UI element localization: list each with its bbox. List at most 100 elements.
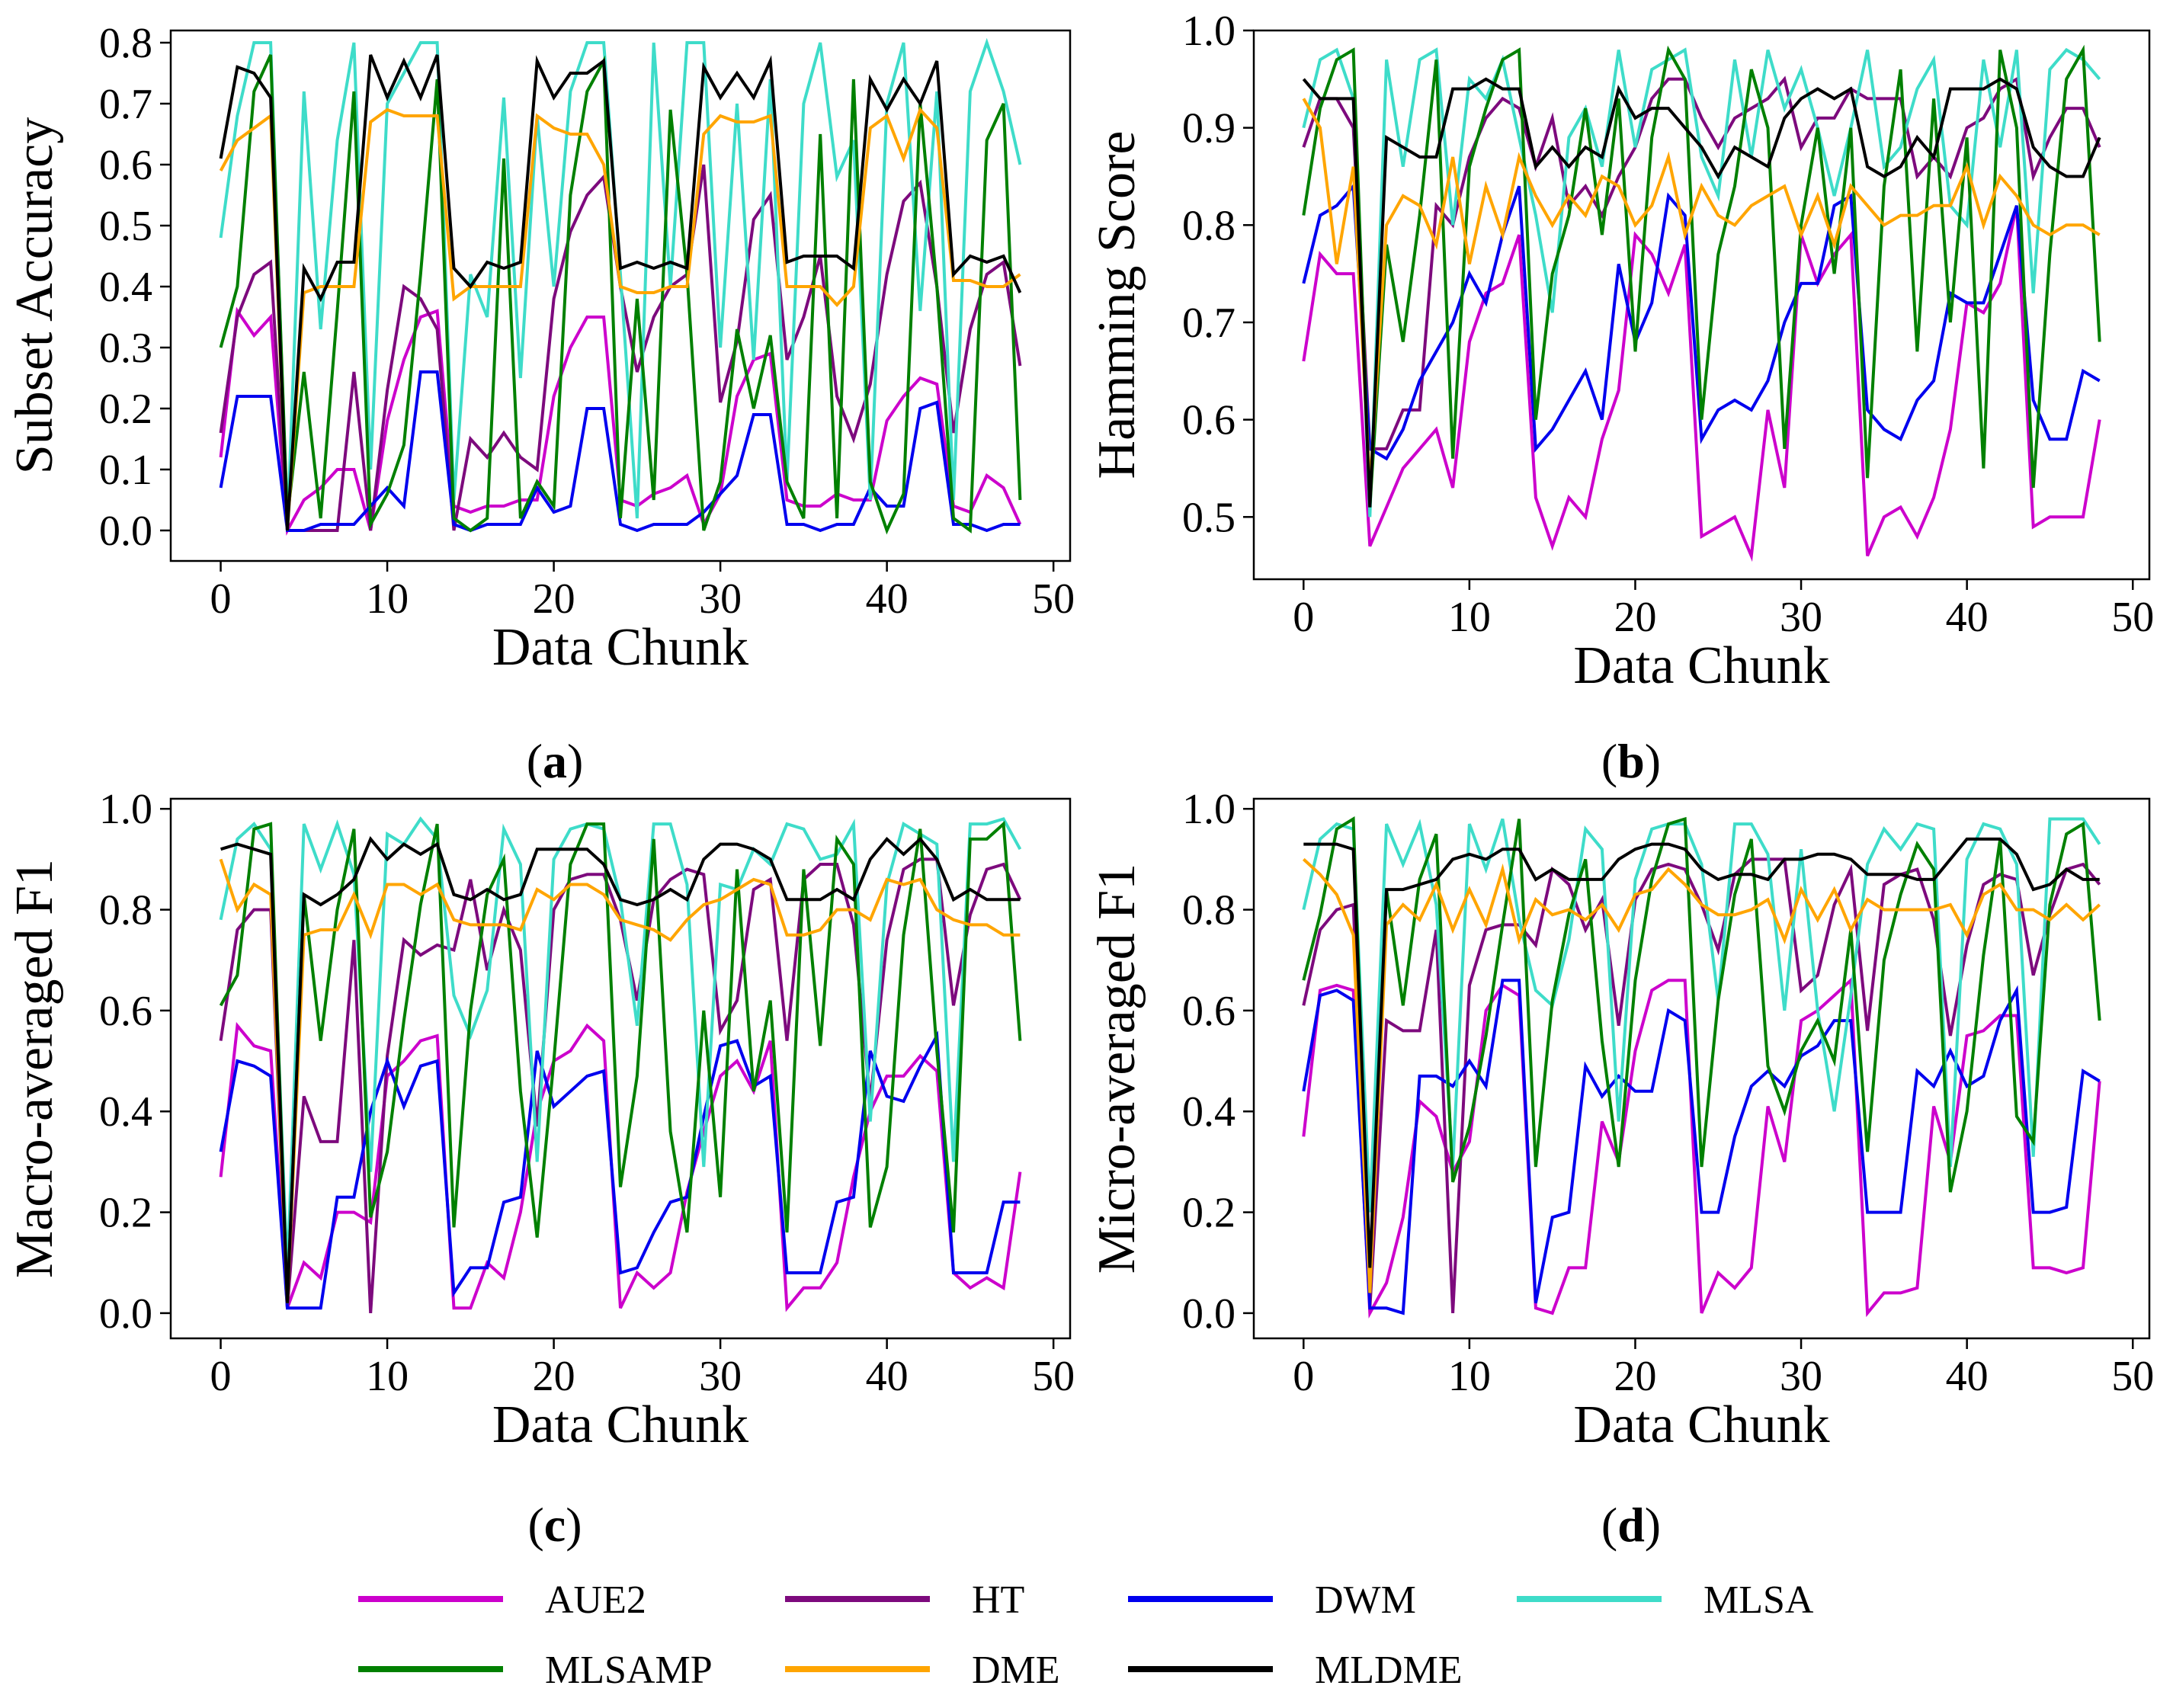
y-tick-label: 0.6	[99, 142, 152, 189]
legend-item-dwm: DWM	[1128, 1578, 1416, 1622]
x-tick-label: 50	[1032, 575, 1075, 623]
x-axis-label: Data Chunk	[1573, 1396, 1829, 1454]
series-line-mlsamp	[219, 54, 1022, 535]
series-group	[1302, 44, 2101, 562]
panel-d-micro-f1: 0 10 20 30 40 50 0.0 0.2 0.4 0.6 0.8 1.0 Data Chunk M…	[1088, 786, 2154, 1454]
y-tick-label: 0.1	[99, 447, 152, 494]
series-line-mldme	[1302, 77, 2101, 508]
series-group	[1302, 816, 2101, 1319]
y-tick-label: 0.8	[99, 20, 152, 67]
series-line-ht	[1302, 75, 2101, 450]
panel-b-hamming-score: 0 10 20 30 40 50 0.5 0.6 0.7 0.8 0.9 1.0 Data Chunk H…	[1088, 8, 2154, 695]
x-tick-label: 30	[1780, 594, 1822, 641]
plot-frame	[1252, 29, 2151, 581]
x-tick-label: 40	[866, 575, 909, 623]
x-tick-label: 0	[210, 1353, 232, 1400]
legend-label: AUE2	[545, 1578, 646, 1622]
y-tick-label: 0.8	[1182, 202, 1236, 249]
y-tick-label: 0.6	[1182, 988, 1236, 1035]
x-tick-label: 0	[1293, 1353, 1314, 1400]
series-line-mlsa	[1302, 817, 2101, 1213]
x-tick-label: 20	[533, 575, 575, 623]
series-line-aue2	[219, 1021, 1022, 1312]
panel-a-subset-accuracy: 0 10 20 30 40 50 0.0 0.1 0.2 0.3 0.4 0.5 0.6 0.7 0.8 Da…	[5, 20, 1075, 677]
series-line-dme	[1302, 98, 2101, 489]
legend-item-mldme: MLDME	[1128, 1649, 1463, 1692]
series-line-mldme	[220, 836, 1021, 1303]
x-tick-label: 50	[2111, 1353, 2154, 1400]
legend-item-aue2: AUE2	[358, 1578, 646, 1622]
x-tick-label: 30	[699, 1353, 742, 1400]
series-line-dwm	[219, 370, 1021, 533]
x-tick-label: 10	[1448, 1353, 1491, 1400]
y-tick-label: 1.0	[99, 786, 152, 833]
caption-b: (b)	[1601, 734, 1661, 788]
x-tick-label: 40	[1946, 1353, 1989, 1400]
series-line-mldme	[219, 54, 1022, 531]
caption-c: (c)	[527, 1498, 582, 1552]
x-tick-label: 50	[1032, 1353, 1075, 1400]
x-tick-label: 20	[1614, 1353, 1656, 1400]
y-tick-label: 0.3	[99, 325, 152, 372]
y-tick-label: 0.7	[99, 81, 152, 128]
x-axis-label: Data Chunk	[492, 1396, 748, 1454]
series-line-mlsamp	[1302, 44, 2101, 508]
series-group	[219, 816, 1022, 1314]
legend-label: DME	[972, 1649, 1060, 1692]
series-line-dme	[219, 858, 1021, 1303]
caption-d: (d)	[1601, 1498, 1661, 1552]
y-tick-label: 0.6	[1182, 397, 1236, 444]
legend-item-ht: HT	[785, 1578, 1024, 1622]
x-tick-label: 0	[210, 575, 232, 623]
x-tick-label: 40	[1946, 594, 1989, 641]
legend-item-mlsa: MLSA	[1517, 1578, 1814, 1622]
x-axis-label: Data Chunk	[492, 618, 748, 677]
y-axis-label: Micro-averaged F1	[1088, 864, 1146, 1274]
legend-label: HT	[972, 1578, 1024, 1622]
plot-frame	[169, 29, 1072, 562]
x-tick-label: 30	[1780, 1353, 1822, 1400]
legend-label: DWM	[1315, 1578, 1416, 1622]
panel-c-macro-f1: 0 10 20 30 40 50 0.0 0.2 0.4 0.6 0.8 1.0 Data Chunk M…	[5, 786, 1075, 1454]
y-axis-label: Macro-averaged F1	[5, 859, 64, 1278]
series-line-mlsamp	[219, 820, 1022, 1303]
y-tick-label: 0.4	[99, 264, 152, 311]
x-tick-label: 20	[533, 1353, 575, 1400]
series-line-aue2	[1302, 976, 2101, 1319]
caption-a: (a)	[527, 734, 584, 788]
plot-frame	[1252, 797, 2151, 1340]
y-tick-label: 0.6	[99, 988, 152, 1035]
legend-label: MLDME	[1315, 1649, 1463, 1692]
y-tick-label: 1.0	[1182, 8, 1236, 55]
y-tick-label: 0.8	[1182, 887, 1236, 934]
series-line-dme	[219, 107, 1021, 531]
legend-item-mlsamp: MLSAMP	[358, 1649, 713, 1692]
y-tick-label: 0.5	[99, 203, 152, 250]
y-tick-label: 0.7	[1182, 300, 1236, 347]
y-tick-label: 0.0	[99, 508, 152, 555]
x-tick-label: 20	[1614, 594, 1656, 641]
y-tick-label: 0.5	[1182, 494, 1236, 541]
series-line-mlsa	[219, 37, 1022, 531]
y-tick-label: 0.2	[99, 1190, 152, 1237]
y-tick-label: 0.0	[99, 1290, 152, 1338]
y-tick-label: 0.2	[1182, 1190, 1236, 1237]
series-line-mlsa	[1302, 47, 2101, 518]
x-tick-label: 0	[1293, 594, 1314, 641]
series-line-ht	[1302, 857, 2101, 1314]
legend: AUE2 HT DWM MLSA MLSAMP DME MLDME	[358, 1578, 1814, 1692]
legend-item-dme: DME	[785, 1649, 1060, 1692]
legend-label: MLSAMP	[545, 1649, 713, 1692]
y-tick-label: 0.0	[1182, 1290, 1236, 1338]
series-line-dwm	[1302, 182, 2101, 461]
series-line-mldme	[1303, 837, 2100, 1268]
x-tick-label: 10	[366, 1353, 409, 1400]
x-tick-label: 10	[1448, 594, 1491, 641]
series-line-ht	[219, 857, 1022, 1314]
series-line-dwm	[1302, 979, 2101, 1315]
x-tick-label: 40	[866, 1353, 909, 1400]
series-line-dwm	[219, 1030, 1021, 1310]
legend-label: MLSA	[1703, 1578, 1814, 1622]
y-tick-label: 0.9	[1182, 105, 1236, 152]
